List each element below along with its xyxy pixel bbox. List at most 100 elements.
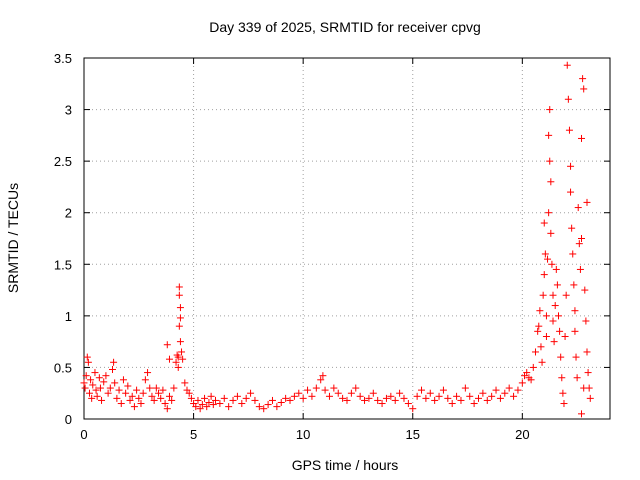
data-points [80, 61, 594, 418]
data-point [579, 75, 587, 83]
data-point [98, 396, 106, 404]
data-point [453, 392, 461, 400]
data-point [404, 400, 412, 408]
data-point [409, 405, 417, 413]
data-point [212, 396, 219, 404]
data-point [549, 317, 557, 325]
data-point [304, 386, 312, 394]
data-point [483, 396, 491, 404]
data-point [584, 369, 592, 377]
data-point [571, 307, 579, 315]
data-point [343, 396, 351, 404]
data-point [81, 384, 89, 392]
data-point [391, 396, 399, 404]
data-point [201, 394, 209, 402]
data-point [203, 403, 211, 411]
data-point [87, 376, 95, 384]
data-point [565, 126, 573, 134]
data-point [557, 353, 565, 361]
data-point [448, 400, 456, 408]
data-point [159, 386, 167, 394]
data-point [488, 392, 496, 400]
data-point [567, 162, 575, 170]
data-point [84, 358, 92, 366]
data-point [82, 372, 90, 380]
data-point [117, 400, 125, 408]
data-point [141, 376, 149, 384]
data-point [325, 392, 333, 400]
data-point [83, 353, 91, 361]
data-point [542, 312, 550, 320]
x-tick-label: 5 [190, 427, 197, 442]
data-point [175, 283, 183, 291]
data-point [539, 291, 547, 299]
data-point [586, 394, 594, 402]
data-point [139, 389, 147, 397]
y-tick-label: 0.5 [54, 360, 72, 375]
data-point [444, 394, 452, 402]
data-point [108, 365, 116, 373]
data-point [229, 396, 237, 404]
data-point [559, 389, 567, 397]
data-point [568, 224, 576, 232]
y-tick-label: 1 [65, 309, 72, 324]
data-point [96, 384, 104, 392]
data-point [560, 400, 568, 408]
data-point [100, 378, 108, 386]
data-point [374, 396, 382, 404]
data-point [273, 403, 281, 411]
data-point [575, 240, 583, 248]
data-point [181, 379, 189, 387]
data-point [115, 386, 123, 394]
data-point [538, 358, 546, 366]
data-point [549, 291, 557, 299]
data-point [527, 376, 535, 384]
data-point [157, 394, 165, 402]
data-point [569, 250, 577, 258]
data-point [585, 384, 593, 392]
data-point [104, 389, 112, 397]
data-point [562, 291, 570, 299]
data-point [165, 355, 173, 363]
data-point [578, 410, 586, 418]
data-point [552, 265, 560, 273]
x-axis-label: GPS time / hours [292, 457, 399, 473]
grid [84, 58, 610, 419]
data-point [176, 304, 184, 312]
data-point [150, 396, 158, 404]
data-point [583, 198, 591, 206]
data-point [518, 379, 526, 387]
data-point [578, 134, 586, 142]
data-point [365, 394, 373, 402]
data-point [220, 394, 228, 402]
data-point [163, 405, 171, 413]
data-point [295, 389, 303, 397]
data-point [548, 260, 556, 268]
data-point [207, 392, 215, 400]
data-point [547, 229, 555, 237]
chart-title: Day 339 of 2025, SRMTID for receiver cpv… [209, 19, 481, 35]
data-point [255, 403, 263, 411]
data-point [88, 394, 96, 402]
data-point [174, 353, 182, 361]
data-point [146, 384, 154, 392]
data-point [457, 396, 465, 404]
data-point [330, 384, 338, 392]
data-point [161, 400, 169, 408]
data-point [152, 384, 160, 392]
data-point [233, 392, 241, 400]
data-point [551, 302, 559, 310]
data-point [102, 372, 110, 380]
data-point [198, 401, 206, 409]
x-tick-label: 15 [406, 427, 420, 442]
data-point [534, 327, 542, 335]
data-point [540, 271, 548, 279]
data-point [542, 332, 550, 340]
data-point [553, 281, 561, 289]
data-point [529, 363, 537, 371]
data-point [567, 188, 575, 196]
data-point [165, 392, 173, 400]
y-tick-label: 1.5 [54, 257, 72, 272]
data-point [290, 392, 298, 400]
